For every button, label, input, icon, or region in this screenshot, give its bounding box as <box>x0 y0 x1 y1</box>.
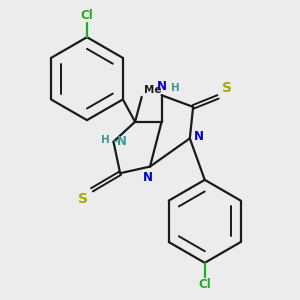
Text: S: S <box>78 193 88 206</box>
Text: H: H <box>171 83 180 93</box>
Text: N: N <box>194 130 204 143</box>
Text: S: S <box>222 81 232 95</box>
Text: Cl: Cl <box>81 9 93 22</box>
Text: H: H <box>101 135 110 145</box>
Text: Me: Me <box>144 85 162 95</box>
Text: N: N <box>157 80 166 93</box>
Text: Cl: Cl <box>198 278 211 291</box>
Text: N: N <box>143 171 153 184</box>
Text: -N: -N <box>113 135 128 148</box>
